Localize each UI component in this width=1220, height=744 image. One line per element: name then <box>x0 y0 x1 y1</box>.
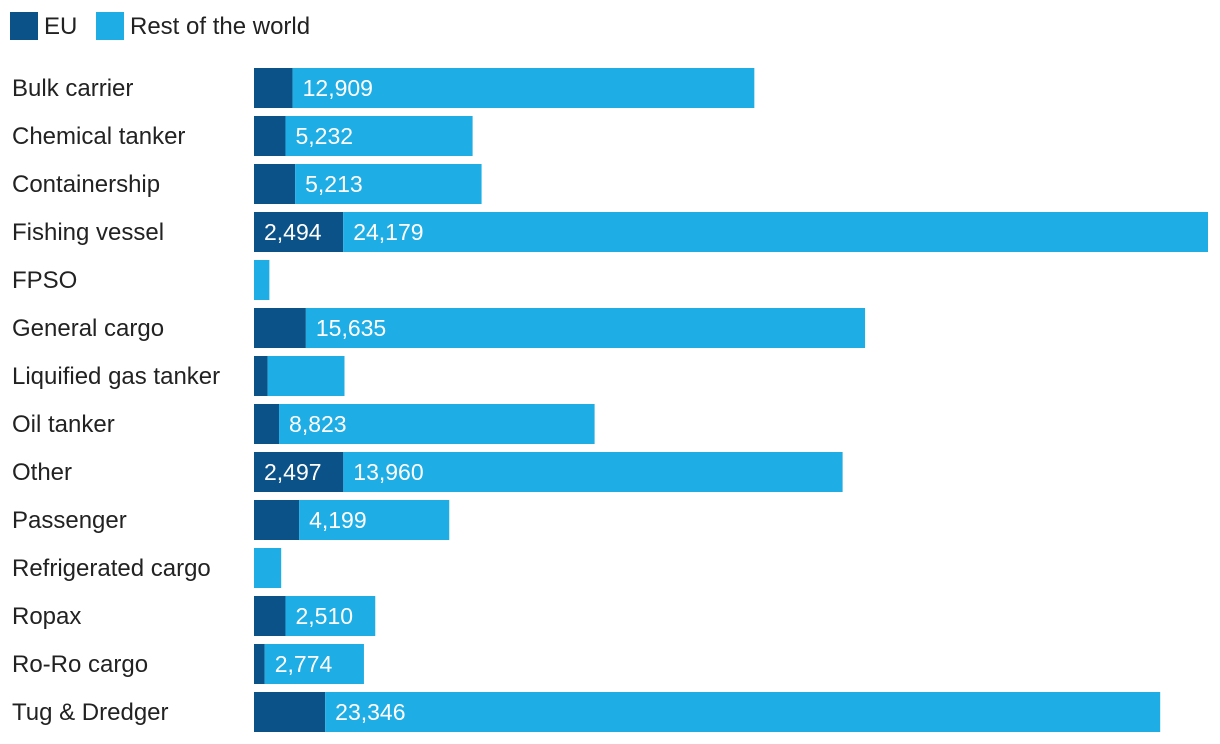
category-label: FPSO <box>12 267 77 294</box>
bar-rest-of-world <box>285 596 376 636</box>
category-label: Passenger <box>12 507 127 534</box>
bars: 12,909 5,232 5,213 2,494 24,179 15,635 8,823 2,… <box>254 68 1208 732</box>
bar-rest-of-world <box>264 644 364 684</box>
bar-rest-of-world <box>299 500 450 540</box>
data-label-eu: 2,494 <box>264 219 322 245</box>
bar-eu <box>254 404 280 444</box>
category-label: Other <box>12 459 72 486</box>
category-labels: Bulk carrier Chemical tanker Containership… <box>12 75 220 726</box>
category-label: Ro-Ro cargo <box>12 651 148 678</box>
bar-eu <box>254 644 265 684</box>
bar-rest-of-world <box>343 452 843 492</box>
data-label-rest-of-world: 15,635 <box>316 315 386 341</box>
bar-eu <box>254 164 296 204</box>
bar-rest-of-world <box>305 308 866 348</box>
data-label-eu: 2,497 <box>264 459 322 485</box>
bar-eu <box>254 596 286 636</box>
bar-rest-of-world <box>254 548 282 588</box>
bar-rest-of-world <box>295 164 482 204</box>
category-label: Containership <box>12 171 160 198</box>
category-label: Tug & Dredger <box>12 699 169 726</box>
bar-rest-of-world <box>285 116 473 156</box>
bar-rest-of-world <box>279 404 595 444</box>
data-label-rest-of-world: 23,346 <box>335 699 405 725</box>
data-label-rest-of-world: 5,213 <box>305 171 363 197</box>
bar-eu <box>254 452 344 492</box>
data-label-rest-of-world: 4,199 <box>309 507 367 533</box>
legend-label-0: EU <box>44 13 77 40</box>
legend-label-1: Rest of the world <box>130 13 310 40</box>
data-label-rest-of-world: 8,823 <box>289 411 347 437</box>
data-label-rest-of-world: 2,510 <box>295 603 353 629</box>
bar-eu <box>254 68 293 108</box>
category-label: Fishing vessel <box>12 219 164 246</box>
bar-rest-of-world <box>267 356 345 396</box>
bar-rest-of-world <box>343 212 1208 252</box>
category-label: Ropax <box>12 603 81 630</box>
category-label: General cargo <box>12 315 164 342</box>
data-label-rest-of-world: 12,909 <box>303 75 373 101</box>
category-label: Refrigerated cargo <box>12 555 211 582</box>
bar-eu <box>254 356 268 396</box>
bar-eu <box>254 212 344 252</box>
bar-rest-of-world <box>254 260 270 300</box>
legend: EU Rest of the world <box>10 12 310 40</box>
data-label-rest-of-world: 2,774 <box>275 651 333 677</box>
bar-eu <box>254 308 306 348</box>
data-label-rest-of-world: 5,232 <box>295 123 353 149</box>
bar-rest-of-world <box>325 692 1161 732</box>
bar-rest-of-world <box>292 68 755 108</box>
data-label-rest-of-world: 13,960 <box>353 459 423 485</box>
bar-eu <box>254 116 286 156</box>
data-label-rest-of-world: 24,179 <box>353 219 423 245</box>
legend-swatch-0 <box>10 12 38 40</box>
bar-eu <box>254 500 300 540</box>
category-label: Liquified gas tanker <box>12 363 220 390</box>
category-label: Chemical tanker <box>12 123 185 150</box>
category-label: Bulk carrier <box>12 75 133 102</box>
bar-eu <box>254 692 326 732</box>
legend-swatch-1 <box>96 12 124 40</box>
category-label: Oil tanker <box>12 411 115 438</box>
